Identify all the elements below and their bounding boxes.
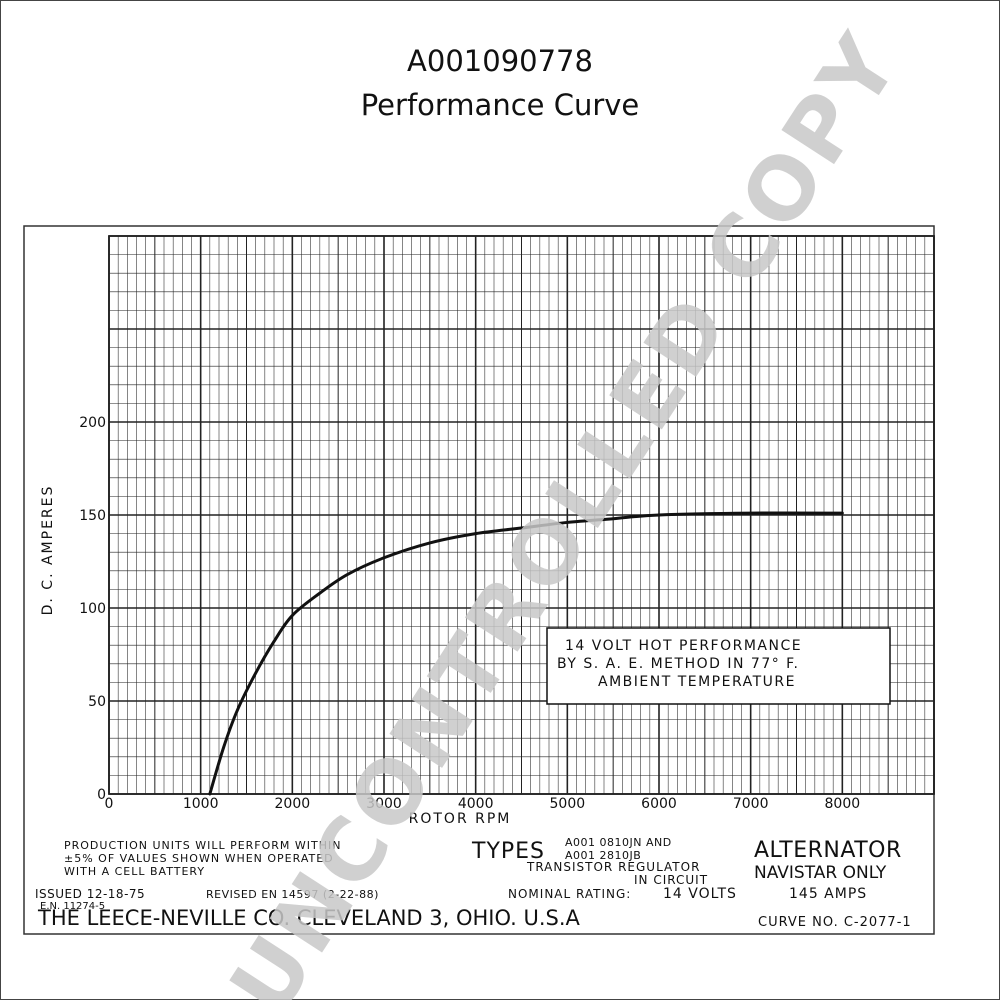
company-line: THE LEECE-NEVILLE CO. CLEVELAND 3, OHIO.… [37, 906, 581, 930]
y-tick-label: 200 [79, 415, 106, 431]
production-note-2: ±5% OF VALUES SHOWN WHEN OPERATED [64, 852, 334, 865]
x-tick-label: 6000 [641, 796, 677, 812]
tick-label-layer: 0 1000 2000 3000 4000 5000 6000 7000 8000 0 50 100 1… [79, 415, 860, 812]
x-tick-label: 8000 [825, 796, 861, 812]
x-tick-label: 1000 [183, 796, 219, 812]
performance-curve-subtitle: Performance Curve [360, 88, 640, 122]
curve-layer [208, 511, 844, 796]
product-label: ALTERNATOR [754, 838, 902, 863]
x-tick-label: 3000 [366, 796, 402, 812]
footer-block: PRODUCTION UNITS WILL PERFORM WITHIN ±5%… [35, 836, 912, 930]
en-number: E.N. 11274-5 [40, 901, 105, 912]
rating-amps: 145 AMPS [789, 886, 867, 902]
x-tick-label: 5000 [550, 796, 586, 812]
rating-label: NOMINAL RATING: [508, 887, 631, 901]
x-tick-label: 0 [105, 796, 114, 812]
y-tick-label: 50 [88, 694, 106, 710]
series-0-line [208, 511, 844, 796]
revised-note: REVISED EN 14597 (2-22-88) [206, 888, 379, 901]
annotation-line-2: BY S. A. E. METHOD IN 77° F. [557, 656, 799, 672]
regulator-line-1: TRANSISTOR REGULATOR [526, 860, 700, 874]
x-tick-label: 4000 [458, 796, 494, 812]
annotation-line-3: AMBIENT TEMPERATURE [598, 674, 796, 690]
y-tick-label: 150 [79, 508, 106, 524]
annotation-box [546, 627, 891, 705]
part-number-title: A001090778 [407, 44, 593, 78]
rating-volts: 14 VOLTS [663, 886, 737, 902]
type-1: A001 0810JN AND [565, 836, 672, 849]
regulator-line-2: IN CIRCUIT [634, 873, 708, 887]
y-axis-label: D. C. AMPERES [40, 485, 56, 616]
production-note-3: WITH A CELL BATTERY [64, 865, 205, 878]
curve-number: CURVE NO. C-2077-1 [758, 915, 912, 930]
production-note-1: PRODUCTION UNITS WILL PERFORM WITHIN [64, 839, 342, 852]
annotation-line-1: 14 VOLT HOT PERFORMANCE [565, 638, 802, 654]
y-tick-label: 0 [97, 787, 106, 803]
x-tick-label: 2000 [275, 796, 311, 812]
types-label: TYPES [471, 839, 545, 864]
restriction-label: NAVISTAR ONLY [754, 863, 887, 883]
x-tick-label: 7000 [733, 796, 769, 812]
plot-border [108, 235, 935, 795]
y-tick-label: 100 [79, 601, 106, 617]
x-axis-label: ROTOR RPM [409, 811, 512, 827]
type-2: A001 2810JB [565, 849, 641, 862]
issued-date: ISSUED 12-18-75 [35, 887, 145, 901]
